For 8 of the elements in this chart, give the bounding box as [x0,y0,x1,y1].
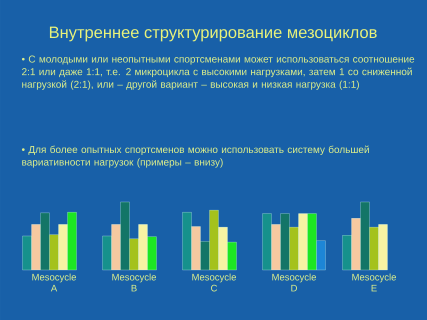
text: • Для более опытных спортсменов можно использовать систему большей вариативности нагрузок (примеры – внизу) [22,146,369,168]
x-tick-label: Mesocycle A [32,274,76,292]
x-tick-label: Mesocycle E [352,274,396,292]
chart-title: Внутреннее структурирование мезоциклов [50,26,377,42]
text: • С молодыми или неопытными спортсменами может использоваться соотношение 2:1 или даже 1:1, т.е. 2 микроцикла с высокими нагрузками, затем 1 со сниженной нагрузкой (2:1), или – другой вариант – высокая и низкая нагрузка (1:1) [22,56,414,90]
x-tick-label: Mesocycle D [272,274,316,292]
x-tick-label: Mesocycle C [192,274,236,292]
x-tick-label: Mesocycle B [112,274,156,292]
